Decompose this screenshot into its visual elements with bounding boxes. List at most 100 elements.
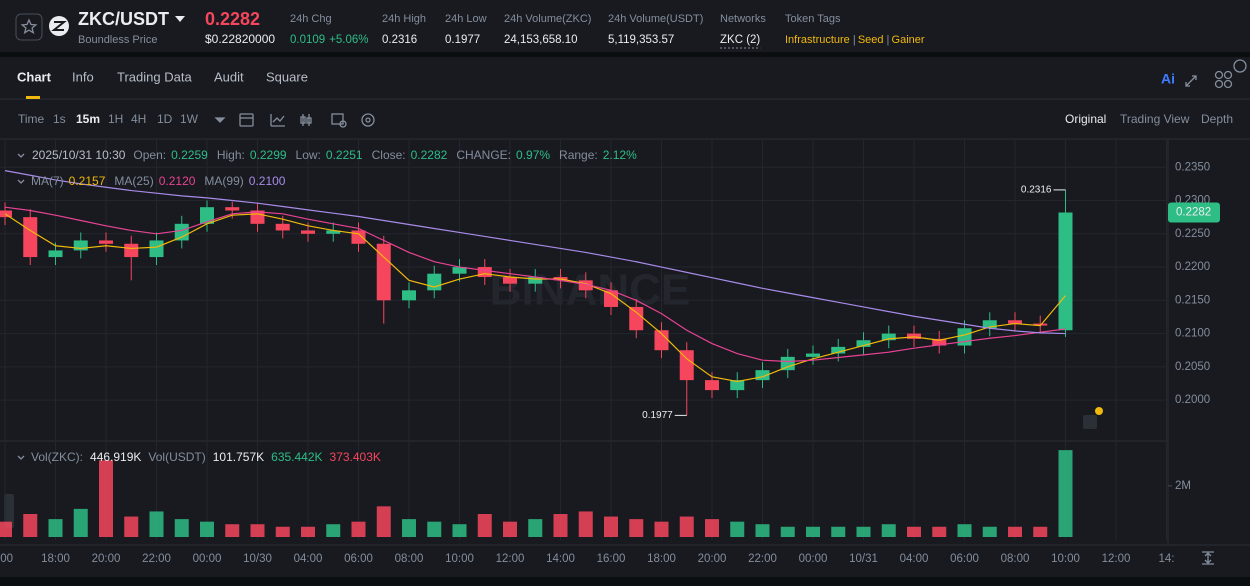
legend-value: 446.919K (90, 450, 141, 464)
info-label: Close: (372, 148, 406, 162)
interval[interactable]: 1s (53, 112, 66, 126)
candle-body (275, 223, 290, 231)
legend-label: Vol(ZKC): (31, 450, 83, 464)
interval[interactable]: 1H (108, 112, 123, 126)
symbol[interactable]: ZKC/USDT (78, 9, 169, 29)
volume-bar (124, 516, 139, 537)
volume-bar (477, 514, 492, 537)
stat-value: 0.1977 (445, 34, 480, 46)
x-tick-label: 06:00 (950, 553, 979, 565)
tab-indicator (26, 96, 40, 99)
tag-separator: | (853, 34, 856, 46)
info-value: 0.97% (516, 148, 550, 162)
token-tag[interactable]: Infrastructure (785, 34, 850, 46)
y-tick-label: 0.2050 (1175, 361, 1210, 373)
info-value: 2.12% (603, 148, 637, 162)
expand-icon[interactable] (1185, 75, 1197, 87)
interval[interactable]: 1W (180, 112, 199, 126)
volume-bar (200, 521, 214, 537)
x-tick-label: 12:00 (1102, 553, 1131, 565)
candle-body (48, 250, 63, 258)
candle-body (528, 277, 543, 284)
notes-icon[interactable] (1083, 415, 1097, 429)
close-icon[interactable] (1233, 59, 1247, 73)
volume-bar (0, 521, 12, 537)
x-tick-label: 10:00 (1051, 553, 1080, 565)
tab[interactable]: Trading Data (117, 69, 192, 84)
volume-bar (679, 516, 694, 537)
time-label: Time (18, 112, 45, 126)
interval[interactable]: 4H (131, 112, 146, 126)
stat-label: Token Tags (785, 13, 841, 25)
candle-body (932, 338, 947, 346)
legend-value: 373.403K (330, 450, 381, 464)
tab[interactable]: Audit (214, 69, 244, 84)
x-tick-label: 08:00 (395, 553, 424, 565)
volume-bar (755, 524, 770, 537)
volume-bar (376, 506, 391, 537)
subtitle[interactable]: Boundless Price (78, 34, 158, 46)
candle-body (856, 340, 871, 347)
volume-bar (604, 516, 618, 537)
high-label: 0.2316 (1021, 185, 1052, 196)
interval[interactable]: 1D (157, 112, 173, 126)
x-tick-label: 14: (1159, 553, 1175, 565)
candle-body (99, 240, 113, 244)
view-tab[interactable]: Trading View (1120, 112, 1190, 126)
layout-icon[interactable] (1214, 70, 1233, 89)
toolbar-icons[interactable] (214, 113, 375, 128)
volume-bar (578, 511, 593, 537)
volume-tick-label: 2M (1175, 480, 1191, 492)
info-value: 0.2259 (171, 148, 208, 162)
candle-body (806, 353, 820, 357)
volume-bar (780, 526, 795, 537)
stat-value: 24,153,658.10 (504, 34, 578, 46)
x-tick-label: 16:00 (597, 553, 626, 565)
stat-label: 24h Volume(USDT) (608, 13, 703, 25)
candle-body (831, 346, 846, 354)
candle-body (907, 333, 921, 339)
tab[interactable]: Chart (17, 69, 52, 84)
x-tick-label: 04:00 (900, 553, 929, 565)
volume-bar (23, 514, 38, 537)
volume-bar (503, 521, 517, 537)
token-tag[interactable]: Seed (858, 34, 884, 46)
volume-bar (1033, 526, 1048, 537)
candle-body (200, 207, 214, 224)
volume-bar (932, 526, 947, 537)
scale-icon[interactable] (1202, 551, 1214, 565)
symbol-caret[interactable] (175, 16, 185, 22)
tab[interactable]: Info (72, 69, 94, 84)
volume-bar (301, 526, 315, 537)
legend-label: MA(7) (31, 174, 64, 188)
volume-bar (806, 526, 820, 537)
view-tab[interactable]: Original (1065, 112, 1106, 126)
token-logo-mark (51, 21, 67, 31)
ma-line (4, 206, 1066, 363)
last-price-tag (1168, 202, 1220, 223)
stat-label: 24h Low (445, 13, 487, 25)
chart-panel (0, 57, 1250, 577)
info-label: CHANGE: (456, 148, 511, 162)
volume-bar (553, 514, 568, 537)
view-tab[interactable]: Depth (1201, 112, 1233, 126)
x-tick-label: 10/31 (849, 553, 878, 565)
legend-label: MA(99) (204, 174, 243, 188)
ai-button[interactable]: Ai (1161, 71, 1175, 87)
candle-body (376, 243, 391, 301)
favorite-button[interactable] (15, 13, 43, 41)
legend-value: 0.2157 (69, 174, 106, 188)
volume-bar (856, 526, 871, 537)
token-tag[interactable]: Gainer (892, 34, 925, 46)
scroll-handle[interactable] (4, 494, 14, 528)
tab[interactable]: Square (266, 69, 308, 84)
stat-label: 24h High (382, 13, 426, 25)
stat-value: ZKC (2) (720, 34, 760, 46)
candle-body (578, 280, 593, 291)
y-tick-label: 0.2100 (1175, 328, 1210, 340)
legend-value: 101.757K (213, 450, 264, 464)
star-icon (20, 18, 38, 35)
candle-body (23, 217, 38, 258)
interval[interactable]: 15m (76, 112, 100, 126)
low-label: 0.1977 (642, 410, 673, 421)
